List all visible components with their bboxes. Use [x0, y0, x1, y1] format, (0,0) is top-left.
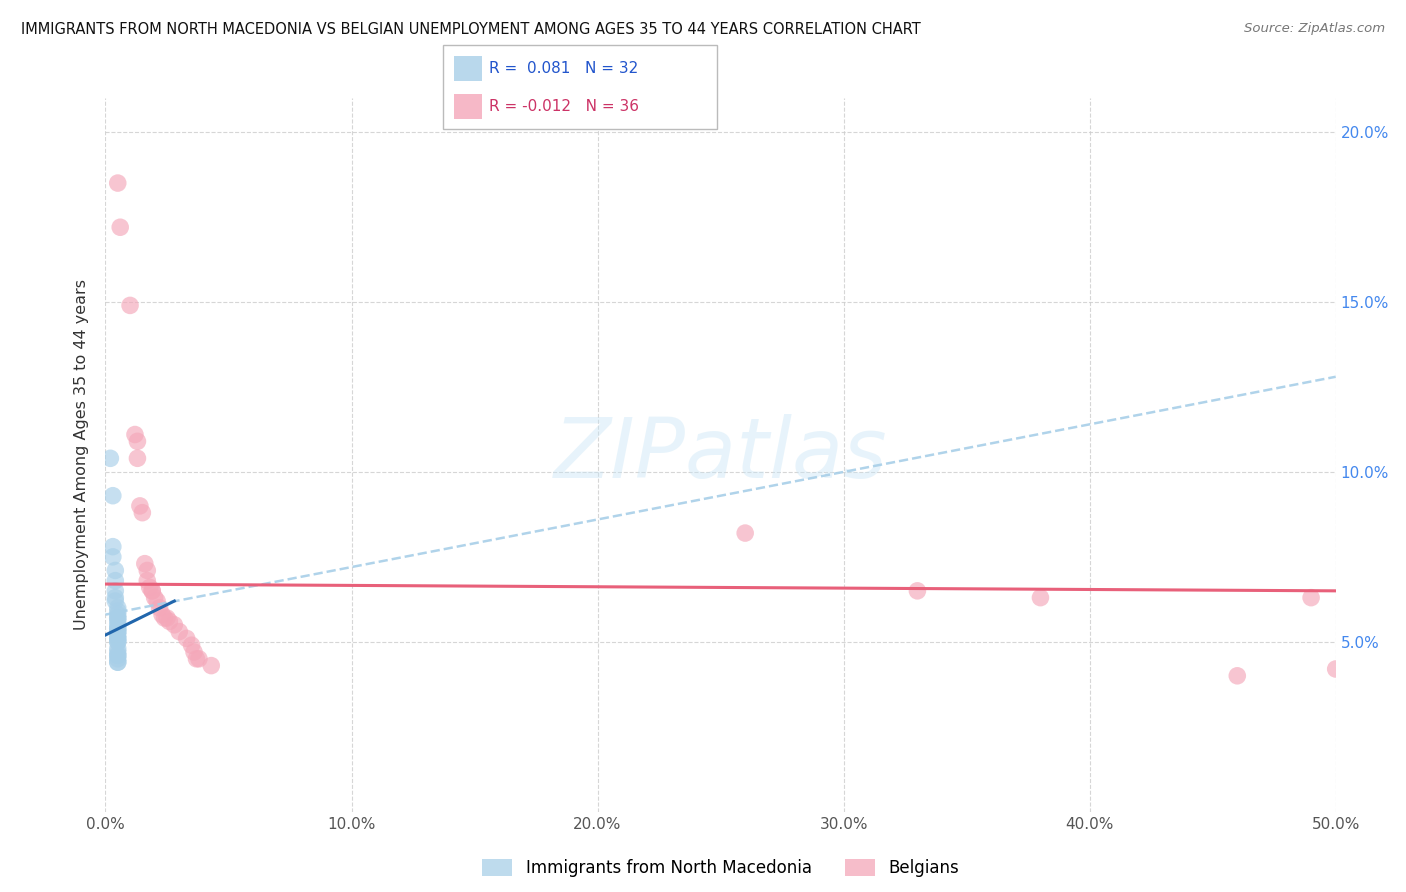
Point	[107, 624, 129, 639]
Y-axis label: Unemployment Among Ages 35 to 44 years: Unemployment Among Ages 35 to 44 years	[75, 279, 90, 631]
Point	[101, 540, 124, 554]
Point	[107, 611, 129, 625]
Point	[150, 607, 173, 622]
Text: R = -0.012   N = 36: R = -0.012 N = 36	[489, 99, 640, 114]
Point	[107, 635, 129, 649]
Point	[107, 655, 129, 669]
Point	[138, 581, 162, 595]
Point	[107, 652, 129, 666]
Point	[156, 611, 179, 625]
Point	[104, 583, 127, 598]
Point	[163, 617, 186, 632]
Point	[183, 645, 205, 659]
Point	[107, 611, 129, 625]
Point	[101, 549, 124, 564]
Point	[104, 574, 127, 588]
Point	[127, 434, 149, 449]
Point	[146, 594, 169, 608]
Point	[107, 621, 129, 635]
Point	[1350, 669, 1372, 683]
Point	[131, 506, 153, 520]
Point	[734, 526, 756, 541]
Point	[107, 641, 129, 656]
Point	[110, 220, 132, 235]
Point	[136, 564, 159, 578]
Point	[107, 635, 129, 649]
Point	[107, 648, 129, 663]
Point	[159, 615, 180, 629]
Point	[107, 604, 129, 618]
Point	[176, 632, 198, 646]
Point	[200, 658, 222, 673]
Point	[107, 600, 129, 615]
Point	[98, 451, 122, 466]
Point	[107, 615, 129, 629]
Point	[907, 583, 929, 598]
Point	[169, 624, 191, 639]
Point	[107, 648, 129, 663]
Point	[107, 176, 129, 190]
Point	[134, 557, 156, 571]
Point	[101, 489, 124, 503]
Point	[188, 652, 211, 666]
Point	[104, 594, 127, 608]
Text: IMMIGRANTS FROM NORTH MACEDONIA VS BELGIAN UNEMPLOYMENT AMONG AGES 35 TO 44 YEAR: IMMIGRANTS FROM NORTH MACEDONIA VS BELGI…	[21, 22, 921, 37]
Legend: Immigrants from North Macedonia, Belgians: Immigrants from North Macedonia, Belgian…	[474, 851, 967, 886]
Point	[107, 621, 129, 635]
Point	[153, 611, 176, 625]
Point	[104, 591, 127, 605]
Point	[120, 298, 141, 312]
Point	[1226, 669, 1249, 683]
Point	[141, 583, 163, 598]
Point	[107, 655, 129, 669]
Point	[180, 638, 202, 652]
Point	[124, 427, 146, 442]
Point	[1301, 591, 1323, 605]
Point	[149, 600, 172, 615]
Point	[143, 591, 166, 605]
Point	[1324, 662, 1347, 676]
Point	[107, 628, 129, 642]
Point	[104, 564, 127, 578]
Text: ZIPatlas: ZIPatlas	[554, 415, 887, 495]
Point	[107, 617, 129, 632]
Point	[107, 632, 129, 646]
Point	[107, 632, 129, 646]
Point	[129, 499, 152, 513]
Point	[141, 583, 163, 598]
Text: Source: ZipAtlas.com: Source: ZipAtlas.com	[1244, 22, 1385, 36]
Point	[1029, 591, 1052, 605]
Point	[136, 574, 159, 588]
Text: R =  0.081   N = 32: R = 0.081 N = 32	[489, 61, 638, 76]
Point	[107, 645, 129, 659]
Point	[107, 607, 129, 622]
Point	[107, 624, 129, 639]
Point	[127, 451, 149, 466]
Point	[186, 652, 208, 666]
